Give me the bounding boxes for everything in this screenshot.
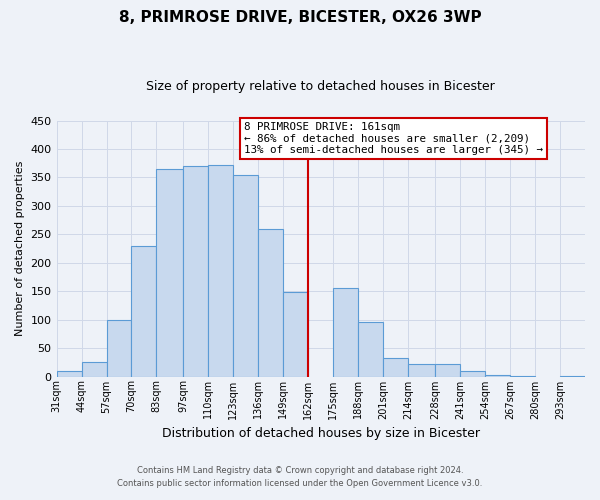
Bar [485,375,510,376]
Bar [157,169,184,376]
Bar [233,174,259,376]
Bar [56,371,82,376]
Bar [82,362,107,376]
Text: 8 PRIMROSE DRIVE: 161sqm
← 86% of detached houses are smaller (2,209)
13% of sem: 8 PRIMROSE DRIVE: 161sqm ← 86% of detach… [244,122,543,155]
Bar [184,166,208,376]
Bar [408,364,435,376]
Y-axis label: Number of detached properties: Number of detached properties [15,161,25,336]
Text: 8, PRIMROSE DRIVE, BICESTER, OX26 3WP: 8, PRIMROSE DRIVE, BICESTER, OX26 3WP [119,10,481,25]
Bar [259,228,283,376]
Bar [283,292,308,376]
Bar [460,371,485,376]
Bar [333,288,358,376]
Bar [358,322,383,376]
Text: Contains HM Land Registry data © Crown copyright and database right 2024.
Contai: Contains HM Land Registry data © Crown c… [118,466,482,487]
Bar [107,320,131,376]
Bar [435,364,460,376]
Bar [131,246,157,376]
Bar [208,165,233,376]
Bar [383,358,408,376]
X-axis label: Distribution of detached houses by size in Bicester: Distribution of detached houses by size … [162,427,480,440]
Title: Size of property relative to detached houses in Bicester: Size of property relative to detached ho… [146,80,495,93]
